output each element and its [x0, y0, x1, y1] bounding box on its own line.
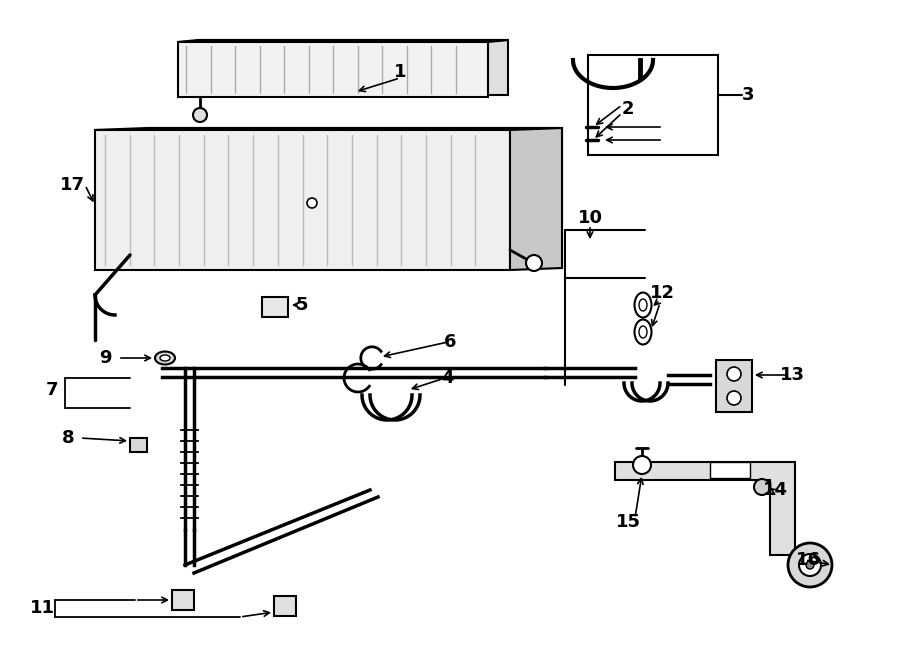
- Polygon shape: [510, 128, 562, 270]
- Circle shape: [806, 561, 814, 569]
- FancyBboxPatch shape: [262, 297, 288, 317]
- FancyBboxPatch shape: [274, 596, 296, 616]
- Text: 1: 1: [394, 63, 406, 81]
- Polygon shape: [178, 40, 508, 42]
- Ellipse shape: [639, 326, 647, 338]
- Ellipse shape: [160, 355, 170, 361]
- Polygon shape: [147, 128, 562, 268]
- Text: 2: 2: [622, 100, 634, 118]
- Text: 16: 16: [796, 551, 821, 569]
- Circle shape: [788, 543, 832, 587]
- Ellipse shape: [639, 299, 647, 311]
- Text: 9: 9: [99, 349, 112, 367]
- Circle shape: [193, 108, 207, 122]
- FancyBboxPatch shape: [172, 590, 194, 610]
- Ellipse shape: [634, 293, 652, 317]
- Ellipse shape: [155, 352, 175, 364]
- Circle shape: [727, 367, 741, 381]
- Text: 11: 11: [30, 599, 55, 617]
- Polygon shape: [95, 130, 510, 270]
- Text: 15: 15: [616, 513, 641, 531]
- Text: 5: 5: [296, 296, 308, 314]
- Circle shape: [633, 456, 651, 474]
- Polygon shape: [615, 462, 795, 555]
- Circle shape: [727, 391, 741, 405]
- Text: 6: 6: [444, 333, 456, 351]
- Text: 12: 12: [650, 284, 674, 302]
- Text: 3: 3: [742, 86, 754, 104]
- Bar: [588, 55, 718, 155]
- Ellipse shape: [634, 319, 652, 344]
- FancyBboxPatch shape: [716, 360, 752, 412]
- Text: 14: 14: [762, 481, 788, 499]
- Circle shape: [799, 554, 821, 576]
- Text: 7: 7: [46, 381, 58, 399]
- FancyBboxPatch shape: [130, 438, 147, 451]
- Polygon shape: [95, 128, 562, 130]
- Circle shape: [307, 198, 317, 208]
- Circle shape: [526, 255, 542, 271]
- Text: 4: 4: [441, 369, 454, 387]
- Text: 10: 10: [578, 209, 602, 227]
- Text: 13: 13: [779, 366, 805, 384]
- Text: 8: 8: [62, 429, 75, 447]
- Polygon shape: [178, 42, 488, 97]
- Polygon shape: [710, 462, 750, 478]
- Text: 17: 17: [59, 176, 85, 194]
- Circle shape: [754, 479, 770, 495]
- Polygon shape: [198, 40, 508, 95]
